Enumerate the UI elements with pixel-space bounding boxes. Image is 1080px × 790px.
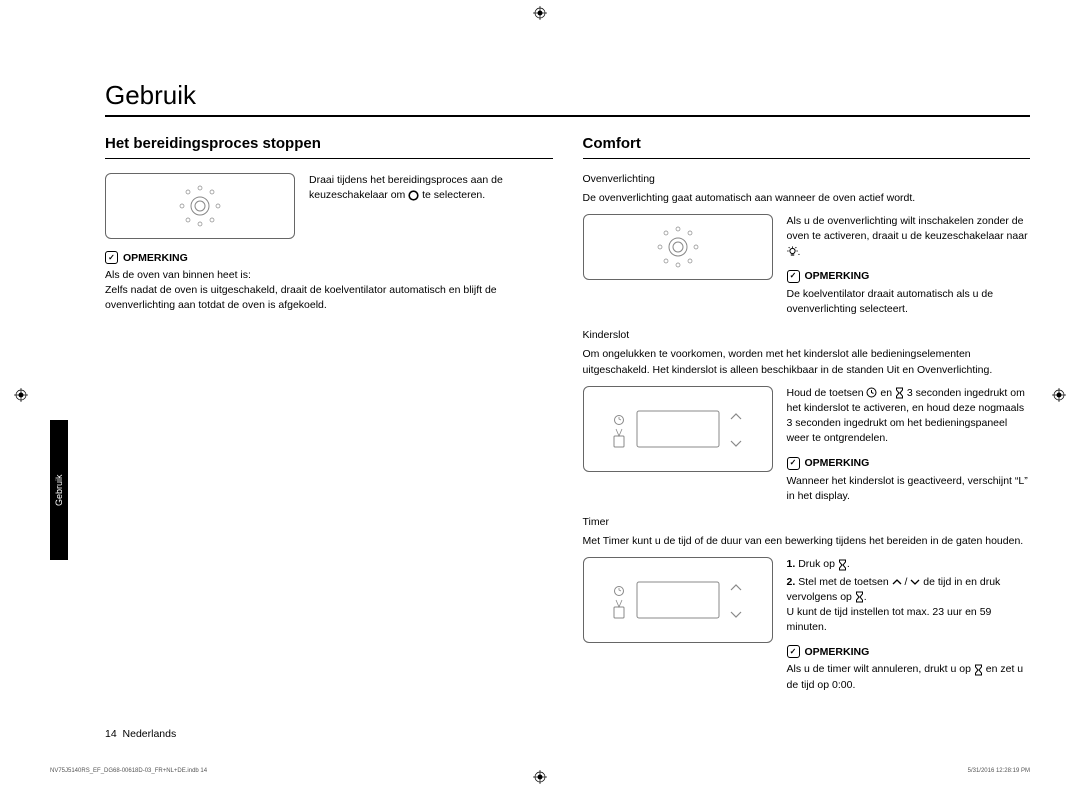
note-icon: ✓: [787, 645, 800, 658]
text: Als u de ovenverlichting wilt inschakele…: [787, 215, 1028, 242]
reg-mark-left: [14, 388, 28, 402]
ks-note: Wanneer het kinderslot is geactiveerd, v…: [787, 474, 1031, 504]
hourglass-icon: [974, 664, 983, 676]
tm-p1: Met Timer kunt u de tijd of de duur van …: [583, 534, 1031, 549]
footer-lang: Nederlands: [123, 728, 177, 740]
text: Houd de toetsen: [787, 387, 867, 399]
column-right: Comfort Ovenverlichting De ovenverlichti…: [583, 135, 1031, 705]
ks-p2: Houd de toetsen en 3 seconden ingedrukt …: [787, 386, 1031, 447]
ks-p1: Om ongelukken te voorkomen, worden met h…: [583, 347, 1031, 377]
subhead-ovenverlichting: Ovenverlichting: [583, 173, 1031, 185]
text: Als u de timer wilt annuleren, drukt u o…: [787, 663, 974, 675]
note-label: OPMERKING: [805, 457, 870, 469]
down-icon: [910, 578, 920, 586]
section-head-right: Comfort: [583, 135, 1031, 159]
ovl-text-block: Als u de ovenverlichting wilt inschakele…: [787, 214, 1031, 317]
ks-text-block: Houd de toetsen en 3 seconden ingedrukt …: [787, 386, 1031, 504]
oven-knob-diagram-2: [583, 214, 773, 280]
timer-steps: 1. Druk op . 2. Stel met de toetsen / de…: [787, 557, 1031, 635]
text: .: [864, 591, 867, 603]
section-head-left: Het bereidingsproces stoppen: [105, 135, 553, 159]
text: .: [798, 246, 801, 258]
note-heading: ✓ OPMERKING: [105, 251, 553, 264]
note-heading: ✓ OPMERKING: [787, 457, 1031, 470]
hourglass-icon: [895, 387, 904, 399]
step-2: 2. Stel met de toetsen / de tijd in en d…: [787, 575, 1031, 636]
reg-mark-bottom: [533, 770, 547, 784]
print-info-left: NV75J5140RS_EF_DG68-00618D-03_FR+NL+DE.i…: [50, 768, 207, 774]
column-left: Het bereidingsproces stoppen Draai tijde…: [105, 135, 553, 705]
note-label: OPMERKING: [805, 646, 870, 658]
up-icon: [892, 578, 902, 586]
print-info-right: 5/31/2016 12:28:19 PM: [968, 768, 1030, 774]
subhead-kinderslot: Kinderslot: [583, 329, 1031, 341]
text: en: [877, 387, 895, 399]
note-heading: ✓ OPMERKING: [787, 270, 1031, 283]
subhead-timer: Timer: [583, 516, 1031, 528]
page-footer: 14 Nederlands: [105, 728, 176, 740]
ovl-note: De koelventilator draait automatisch als…: [787, 287, 1031, 317]
text: Stel met de toetsen: [798, 576, 891, 588]
tm-note: Als u de timer wilt annuleren, drukt u o…: [787, 662, 1031, 692]
left-p3: Zelfs nadat de oven is uitgeschakeld, dr…: [105, 283, 553, 313]
left-p1: Draai tijdens het bereidingsproces aan d…: [309, 173, 553, 203]
left-p2: Als de oven van binnen heet is:: [105, 268, 553, 283]
clock-icon: [866, 387, 877, 398]
sidebar-tab: Gebruik: [50, 420, 68, 560]
oven-panel-diagram-2: [583, 557, 773, 643]
off-icon: [408, 190, 419, 201]
ovl-p1: De ovenverlichting gaat automatisch aan …: [583, 191, 1031, 206]
note-label: OPMERKING: [805, 270, 870, 282]
light-icon: [787, 246, 798, 257]
text: te selecteren.: [419, 189, 485, 201]
ovl-p2: Als u de ovenverlichting wilt inschakele…: [787, 214, 1031, 260]
text: /: [902, 576, 911, 588]
oven-panel-diagram: [583, 386, 773, 472]
text: Druk op: [798, 558, 838, 570]
note-heading: ✓ OPMERKING: [787, 645, 1031, 658]
note-icon: ✓: [105, 251, 118, 264]
note-icon: ✓: [787, 457, 800, 470]
step-1: 1. Druk op .: [787, 557, 1031, 572]
reg-mark-right: [1052, 388, 1066, 402]
oven-knob-diagram: [105, 173, 295, 239]
page-number: 14: [105, 728, 117, 740]
reg-mark-top: [533, 6, 547, 20]
hourglass-icon: [855, 591, 864, 603]
hourglass-icon: [838, 559, 847, 571]
text: U kunt de tijd instellen tot max. 23 uur…: [787, 606, 992, 633]
note-icon: ✓: [787, 270, 800, 283]
text: .: [847, 558, 850, 570]
note-label: OPMERKING: [123, 252, 188, 264]
tm-text-block: 1. Druk op . 2. Stel met de toetsen / de…: [787, 557, 1031, 693]
page-title: Gebruik: [105, 80, 1030, 117]
